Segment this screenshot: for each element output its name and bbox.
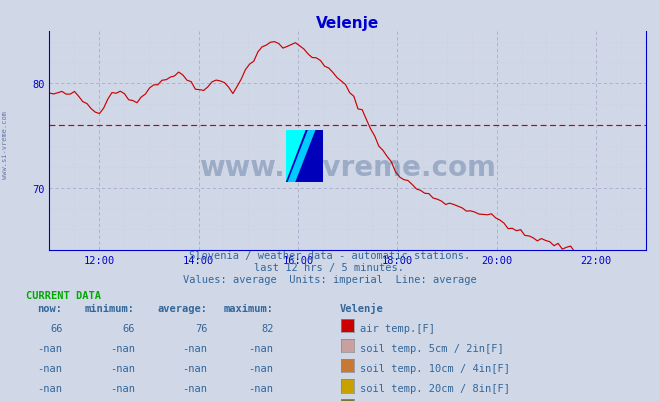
- Text: -nan: -nan: [38, 383, 63, 393]
- Text: Slovenia / weather data - automatic stations.: Slovenia / weather data - automatic stat…: [189, 251, 470, 261]
- Text: soil temp. 5cm / 2in[F]: soil temp. 5cm / 2in[F]: [360, 343, 504, 353]
- Text: -nan: -nan: [183, 363, 208, 373]
- Text: minimum:: minimum:: [85, 303, 135, 313]
- Title: Velenje: Velenje: [316, 16, 379, 31]
- Text: 66: 66: [123, 323, 135, 333]
- Text: -nan: -nan: [110, 383, 135, 393]
- Text: CURRENT DATA: CURRENT DATA: [26, 291, 101, 301]
- Text: -nan: -nan: [183, 343, 208, 353]
- Text: -nan: -nan: [248, 383, 273, 393]
- Text: 66: 66: [50, 323, 63, 333]
- Polygon shape: [287, 131, 323, 183]
- Text: -nan: -nan: [183, 383, 208, 393]
- Polygon shape: [287, 131, 323, 183]
- Text: -nan: -nan: [110, 343, 135, 353]
- Polygon shape: [287, 131, 306, 183]
- Text: Values: average  Units: imperial  Line: average: Values: average Units: imperial Line: av…: [183, 275, 476, 285]
- Text: www.si-vreme.com: www.si-vreme.com: [2, 110, 9, 178]
- Text: 76: 76: [195, 323, 208, 333]
- Text: Velenje: Velenje: [339, 302, 383, 313]
- Text: air temp.[F]: air temp.[F]: [360, 323, 436, 333]
- Text: maximum:: maximum:: [223, 303, 273, 313]
- Text: -nan: -nan: [38, 343, 63, 353]
- Text: last 12 hrs / 5 minutes.: last 12 hrs / 5 minutes.: [254, 263, 405, 273]
- Text: -nan: -nan: [110, 363, 135, 373]
- Text: www.si-vreme.com: www.si-vreme.com: [199, 154, 496, 182]
- Polygon shape: [288, 131, 314, 183]
- Text: average:: average:: [158, 303, 208, 313]
- Text: 82: 82: [261, 323, 273, 333]
- Text: -nan: -nan: [38, 363, 63, 373]
- Text: -nan: -nan: [248, 343, 273, 353]
- Text: soil temp. 20cm / 8in[F]: soil temp. 20cm / 8in[F]: [360, 383, 511, 393]
- Text: -nan: -nan: [248, 363, 273, 373]
- Text: soil temp. 10cm / 4in[F]: soil temp. 10cm / 4in[F]: [360, 363, 511, 373]
- Text: now:: now:: [38, 303, 63, 313]
